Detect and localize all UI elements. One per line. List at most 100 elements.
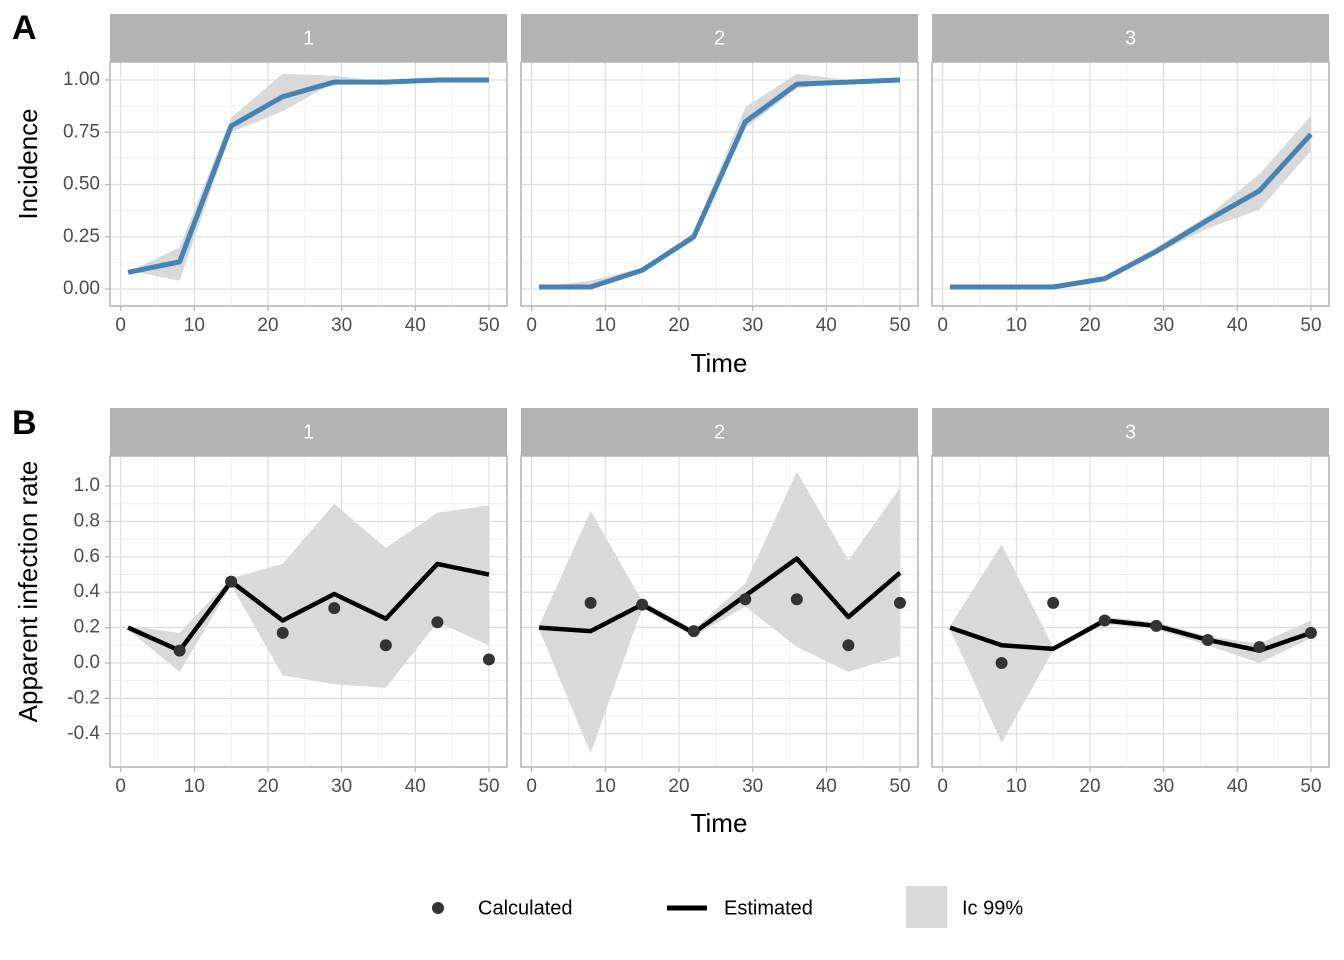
strip (110, 14, 507, 62)
line (949, 618, 1312, 653)
y-tick-label: 0.2 (74, 617, 100, 638)
panel-border (109, 455, 508, 768)
point (842, 639, 855, 652)
y-tick-label: 0.0 (74, 652, 100, 673)
x-tick-label: 50 (478, 315, 499, 336)
point (893, 596, 906, 609)
y-tick-label: 1.0 (74, 475, 100, 496)
x-tick-label: 20 (1079, 776, 1100, 797)
x-axis-title: Time (691, 348, 748, 378)
x-tick-label: 50 (889, 776, 910, 797)
point (636, 598, 649, 611)
x-tick-label: 0 (937, 776, 948, 797)
x-tick-label: 50 (1300, 315, 1321, 336)
x-tick-label: 10 (595, 315, 616, 336)
x-tick-label: 20 (668, 776, 689, 797)
y-tick-label: 0.75 (63, 121, 100, 142)
y-tick-label: 0.00 (63, 278, 100, 299)
x-tick-label: 30 (1153, 315, 1174, 336)
point (1304, 626, 1317, 639)
strip-label: 3 (1125, 27, 1136, 49)
strip (932, 408, 1329, 456)
strip-label: 1 (303, 421, 314, 443)
point (790, 593, 803, 606)
x-tick-label: 30 (1153, 776, 1174, 797)
x-tick-label: 0 (937, 315, 948, 336)
x-tick-label: 40 (1227, 315, 1248, 336)
legend-label: Calculated (478, 897, 573, 919)
x-tick-label: 0 (115, 776, 126, 797)
panel-border (109, 61, 508, 307)
panel-tag: A (12, 9, 37, 47)
point (173, 644, 186, 657)
legend-label: Ic 99% (962, 897, 1023, 919)
point (995, 656, 1008, 669)
point (431, 616, 444, 629)
line (127, 561, 490, 653)
strip-label: 1 (303, 27, 314, 49)
panel-border (520, 61, 919, 307)
x-tick-label: 30 (331, 315, 352, 336)
x-tick-label: 30 (331, 776, 352, 797)
x-tick-label: 20 (668, 315, 689, 336)
x-tick-label: 30 (742, 315, 763, 336)
point (379, 639, 392, 652)
x-tick-label: 40 (816, 315, 837, 336)
y-tick-label: -0.2 (67, 687, 100, 708)
x-tick-label: 0 (526, 315, 537, 336)
ribbon (128, 73, 489, 281)
x-tick-label: 10 (1006, 776, 1027, 797)
ribbon (950, 544, 1311, 743)
x-tick-label: 20 (257, 776, 278, 797)
y-tick-label: 0.4 (74, 581, 101, 602)
strip (110, 408, 507, 456)
point (482, 653, 495, 666)
panel-border (931, 61, 1330, 307)
legend-label: Estimated (724, 897, 813, 919)
strip-label: 2 (714, 27, 725, 49)
y-tick-label: 0.50 (63, 174, 100, 195)
x-tick-label: 40 (405, 776, 426, 797)
panel-border (520, 455, 919, 768)
x-tick-label: 0 (115, 315, 126, 336)
x-tick-label: 40 (405, 315, 426, 336)
x-tick-label: 50 (1300, 776, 1321, 797)
line (539, 77, 901, 290)
y-axis-title: Apparent infection rate (13, 461, 43, 723)
x-tick-label: 10 (184, 315, 205, 336)
point (1047, 596, 1060, 609)
y-axis-title: Incidence (13, 108, 43, 219)
x-tick-label: 10 (184, 776, 205, 797)
strip (521, 408, 918, 456)
y-tick-label: 0.6 (74, 546, 100, 567)
point (225, 575, 238, 588)
strip-label: 3 (1125, 421, 1136, 443)
x-tick-label: 10 (595, 776, 616, 797)
x-tick-label: 50 (889, 315, 910, 336)
strip-label: 2 (714, 421, 725, 443)
y-tick-label: 0.25 (63, 226, 100, 247)
x-tick-label: 20 (1079, 315, 1100, 336)
point (687, 625, 700, 638)
strip (932, 14, 1329, 62)
line (538, 556, 902, 636)
legend-ribbon (906, 886, 947, 928)
y-tick-label: 0.8 (74, 510, 100, 531)
point (1253, 641, 1266, 654)
point (1098, 614, 1111, 627)
ribbon (128, 503, 489, 688)
x-tick-label: 50 (478, 776, 499, 797)
line (127, 77, 489, 275)
x-tick-label: 40 (816, 776, 837, 797)
x-tick-label: 30 (742, 776, 763, 797)
panel-border (931, 455, 1330, 768)
x-tick-label: 10 (1006, 315, 1027, 336)
y-tick-label: 1.00 (63, 69, 100, 90)
point (584, 596, 597, 609)
y-tick-label: -0.4 (67, 723, 100, 744)
legend-point (432, 902, 444, 914)
strip (521, 14, 918, 62)
point (328, 602, 341, 615)
x-axis-title: Time (691, 808, 748, 838)
